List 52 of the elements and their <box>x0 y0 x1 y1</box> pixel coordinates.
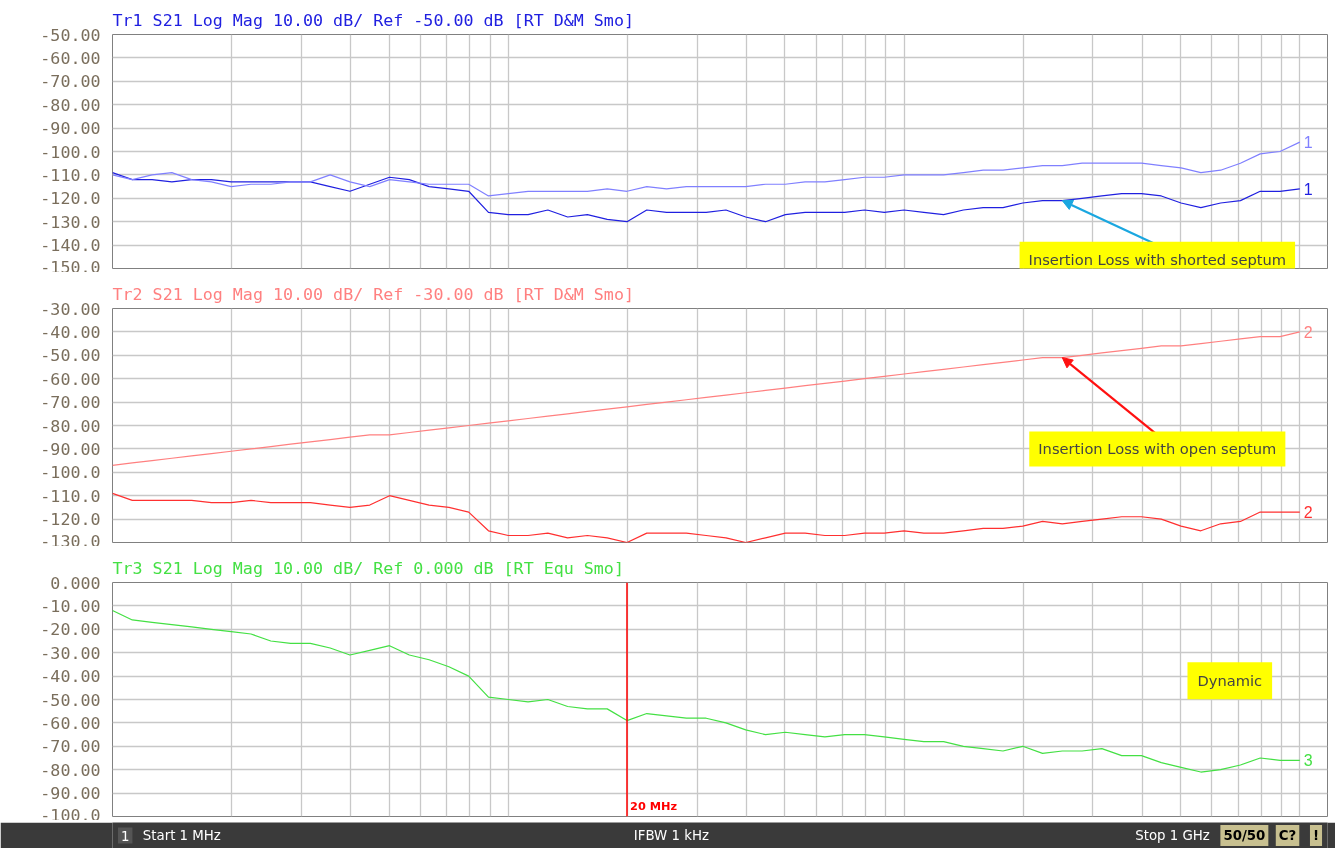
annotation: Insertion Loss with open septum <box>1038 440 1277 458</box>
text: Stop 1 GHz <box>1135 828 1210 843</box>
y-tick-label: -130.0 <box>40 531 101 551</box>
chart-title: Tr2 S21 Log Mag 10.00 dB/ Ref -30.00 dB [RT D&M Smo] <box>112 284 634 304</box>
chart-title: Tr1 S21 Log Mag 10.00 dB/ Ref -50.00 dB [RT D&M Smo] <box>112 10 634 30</box>
y-tick-label: -90.00 <box>40 119 101 139</box>
annotation: 20 MHz <box>630 798 678 813</box>
y-tick-label: -70.00 <box>40 737 101 757</box>
y-tick-label: -30.00 <box>40 643 101 663</box>
text: C? <box>1278 828 1297 843</box>
text: ! <box>1312 828 1320 843</box>
annotation: Insertion Loss with shorted septum <box>1028 250 1287 268</box>
y-tick-label: -80.00 <box>40 416 101 436</box>
y-tick-label: -50.00 <box>40 25 101 45</box>
y-tick-label: -130.0 <box>40 212 101 232</box>
y-tick-label: -90.00 <box>40 784 101 804</box>
y-tick-label: -10.00 <box>40 596 101 616</box>
y-tick-label: -100.0 <box>40 463 101 483</box>
y-tick-label: -30.00 <box>40 299 101 319</box>
y-tick-label: -100.0 <box>40 805 101 825</box>
y-tick-label: -80.00 <box>40 760 101 780</box>
series-label: 1 <box>1303 180 1313 198</box>
y-tick-label: -100.0 <box>40 142 101 162</box>
y-tick-label: -150.0 <box>40 257 101 277</box>
series-label: 3 <box>1303 752 1313 770</box>
chart-title: Tr3 S21 Log Mag 10.00 dB/ Ref 0.000 dB [RT Equ Smo] <box>112 558 624 578</box>
y-tick-label: -40.00 <box>40 667 101 687</box>
y-tick-label: -70.00 <box>40 72 101 92</box>
text: IFBW 1 kHz <box>633 828 709 843</box>
y-tick-label: -120.0 <box>40 189 101 209</box>
y-tick-label: 0.000 <box>50 573 101 593</box>
y-tick-label: -60.00 <box>40 369 101 389</box>
y-tick-label: -120.0 <box>40 510 101 530</box>
series-label: 2 <box>1303 323 1313 341</box>
y-tick-label: -50.00 <box>40 346 101 366</box>
annotation: Dynamic <box>1197 672 1263 690</box>
y-tick-label: -60.00 <box>40 48 101 68</box>
text: 50/50 <box>1223 828 1266 843</box>
series-label: 1 <box>1303 134 1313 152</box>
series-label: 2 <box>1303 504 1313 522</box>
y-tick-label: -20.00 <box>40 620 101 640</box>
y-tick-label: -80.00 <box>40 95 101 115</box>
text: 1 <box>120 828 130 844</box>
y-tick-label: -110.0 <box>40 486 101 506</box>
y-tick-label: -110.0 <box>40 165 101 185</box>
y-tick-label: -60.00 <box>40 713 101 733</box>
y-tick-label: -70.00 <box>40 393 101 413</box>
y-tick-label: -40.00 <box>40 322 101 342</box>
y-tick-label: -140.0 <box>40 236 101 256</box>
y-tick-label: -90.00 <box>40 439 101 459</box>
y-tick-label: -50.00 <box>40 690 101 710</box>
text: Start 1 MHz <box>142 828 221 843</box>
